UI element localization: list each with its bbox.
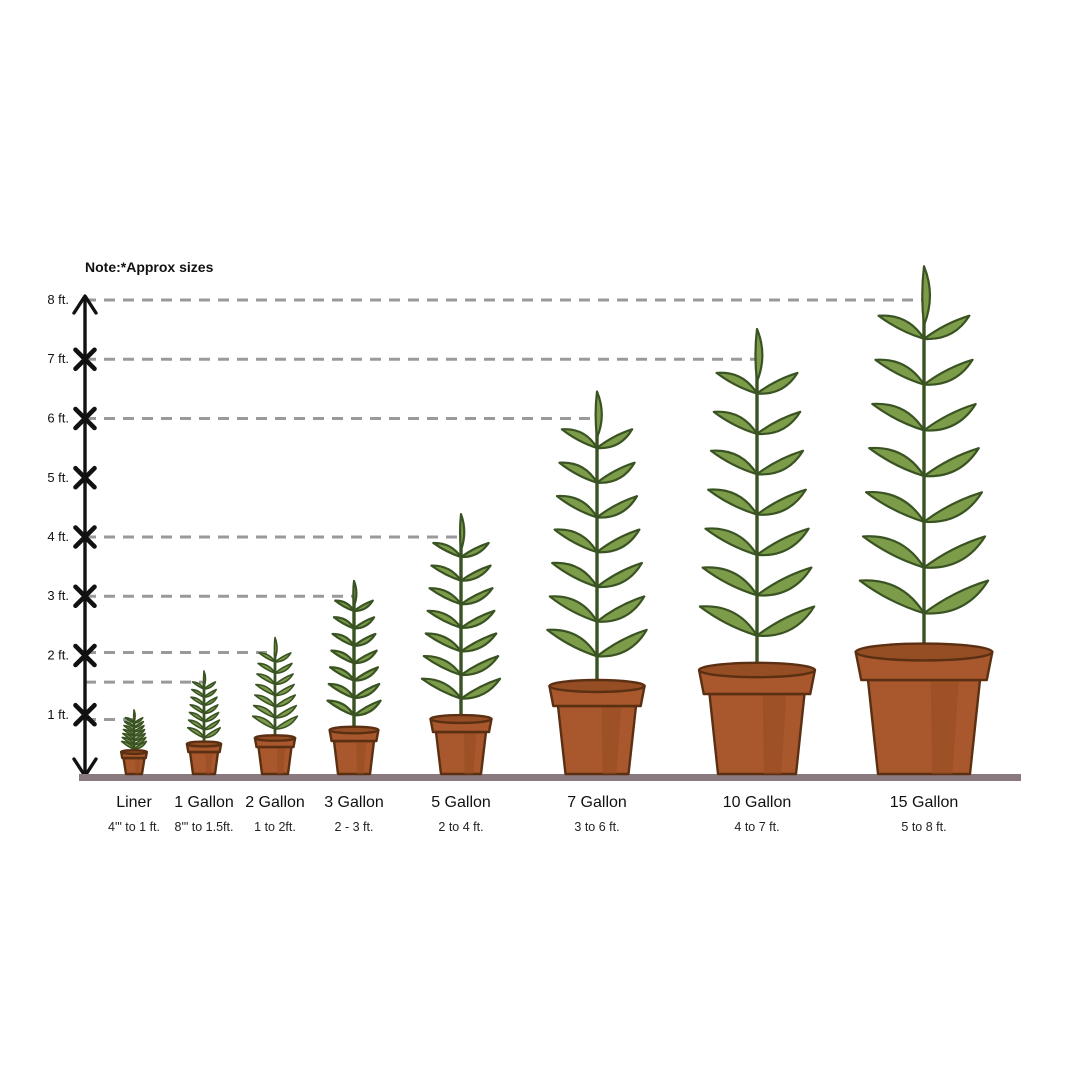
svg-text:Liner: Liner	[116, 794, 152, 811]
svg-text:2 - 3 ft.: 2 - 3 ft.	[335, 820, 374, 834]
svg-text:2 ft.: 2 ft.	[47, 648, 69, 663]
svg-text:3 Gallon: 3 Gallon	[324, 794, 384, 811]
svg-text:2 to 4 ft.: 2 to 4 ft.	[438, 820, 483, 834]
svg-text:Note:*Approx sizes: Note:*Approx sizes	[85, 259, 214, 275]
svg-text:4 to 7 ft.: 4 to 7 ft.	[734, 820, 779, 834]
svg-text:1 ft.: 1 ft.	[47, 707, 69, 722]
svg-text:1 Gallon: 1 Gallon	[174, 794, 234, 811]
svg-text:10 Gallon: 10 Gallon	[723, 794, 792, 811]
svg-text:1 to 2ft.: 1 to 2ft.	[254, 820, 296, 834]
svg-text:8 ft.: 8 ft.	[47, 292, 69, 307]
svg-text:2 Gallon: 2 Gallon	[245, 794, 305, 811]
svg-text:5 ft.: 5 ft.	[47, 470, 69, 485]
svg-text:7 Gallon: 7 Gallon	[567, 794, 627, 811]
svg-text:4'" to 1 ft.: 4'" to 1 ft.	[108, 820, 160, 834]
svg-text:7 ft.: 7 ft.	[47, 351, 69, 366]
svg-text:5 Gallon: 5 Gallon	[431, 794, 491, 811]
svg-text:8'" to 1.5ft.: 8'" to 1.5ft.	[175, 820, 234, 834]
svg-text:5 to 8 ft.: 5 to 8 ft.	[901, 820, 946, 834]
svg-text:4 ft.: 4 ft.	[47, 529, 69, 544]
svg-text:6 ft.: 6 ft.	[47, 411, 69, 426]
svg-text:15 Gallon: 15 Gallon	[890, 794, 959, 811]
svg-text:3 ft.: 3 ft.	[47, 588, 69, 603]
svg-text:3 to 6 ft.: 3 to 6 ft.	[574, 820, 619, 834]
